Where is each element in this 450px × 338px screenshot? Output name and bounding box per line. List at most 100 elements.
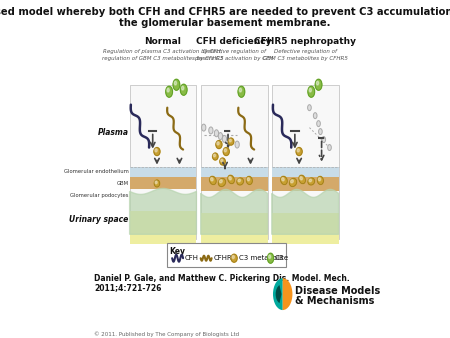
Circle shape [319,129,322,135]
Circle shape [317,121,320,127]
Circle shape [167,88,169,92]
Circle shape [269,255,271,259]
Ellipse shape [217,142,219,145]
Bar [201,213,267,244]
Ellipse shape [220,159,223,162]
Circle shape [309,88,311,92]
Ellipse shape [296,148,302,155]
Text: CFH: CFH [185,255,199,261]
Text: Defective regulation of: Defective regulation of [202,49,266,54]
Bar [272,213,338,244]
Ellipse shape [309,179,311,182]
Text: Proposed model whereby both CFH and CFHR5 are needed to prevent C3 accumulation : Proposed model whereby both CFH and CFHR… [0,7,450,17]
Circle shape [166,86,172,97]
Ellipse shape [223,148,229,155]
Circle shape [180,84,187,95]
Text: © 2011. Published by The Company of Biologists Ltd: © 2011. Published by The Company of Biol… [94,331,239,337]
Text: Key: Key [170,247,186,256]
Ellipse shape [247,178,250,181]
Ellipse shape [216,141,222,148]
Text: Daniel P. Gale, and Matthew C. Pickering Dis. Model. Mech.: Daniel P. Gale, and Matthew C. Pickering… [94,274,350,283]
Ellipse shape [282,177,284,181]
Text: regulation of GBM C3 metabolites by CFHR5: regulation of GBM C3 metabolites by CFHR… [102,56,224,61]
Ellipse shape [318,178,321,181]
Text: Glomerular endothelium: Glomerular endothelium [63,169,128,174]
Ellipse shape [317,176,324,185]
Ellipse shape [300,176,302,180]
Text: GBM C3 metabolites by CFHR5: GBM C3 metabolites by CFHR5 [263,56,348,61]
Text: & Mechanisms: & Mechanisms [295,296,374,306]
Ellipse shape [289,178,297,187]
Circle shape [322,137,325,143]
Bar [130,85,197,239]
Circle shape [174,81,176,85]
Polygon shape [130,189,197,234]
Text: C3 metabolite: C3 metabolite [239,255,288,261]
Ellipse shape [228,138,234,145]
Circle shape [238,86,245,97]
Circle shape [181,86,184,90]
Bar [272,168,338,177]
Ellipse shape [229,176,231,180]
Text: Normal: Normal [144,37,181,46]
Ellipse shape [213,154,216,157]
Circle shape [313,113,317,119]
Ellipse shape [210,176,216,185]
Text: Plasma: Plasma [97,128,128,137]
Circle shape [222,136,226,142]
Bar [201,177,267,191]
Circle shape [235,141,239,148]
Ellipse shape [299,175,306,184]
Text: Glomerular podocytes: Glomerular podocytes [70,193,128,198]
Ellipse shape [229,139,231,142]
Text: Regulation of plasma C3 activation by CFH;: Regulation of plasma C3 activation by CF… [103,49,223,54]
Ellipse shape [218,178,225,187]
Wedge shape [273,278,283,310]
Circle shape [308,105,311,111]
Text: CFH deficiency: CFH deficiency [196,37,272,46]
Bar [272,85,338,239]
Bar [201,168,267,177]
Ellipse shape [228,175,234,184]
Circle shape [328,145,331,150]
FancyBboxPatch shape [166,243,286,267]
Text: 2011;4:721-726: 2011;4:721-726 [94,283,162,292]
Polygon shape [272,189,338,234]
Ellipse shape [154,180,160,187]
Ellipse shape [308,178,315,185]
Text: Defective regulation of: Defective regulation of [274,49,337,54]
Ellipse shape [237,178,243,185]
Circle shape [228,138,232,145]
Polygon shape [201,189,267,234]
Ellipse shape [281,176,287,185]
Wedge shape [276,285,282,303]
Ellipse shape [231,254,237,262]
Ellipse shape [232,256,234,259]
Ellipse shape [155,149,157,152]
Ellipse shape [211,177,213,181]
Text: Disease Models: Disease Models [295,286,380,296]
Circle shape [315,79,322,90]
Circle shape [209,127,213,134]
Ellipse shape [224,149,226,152]
Wedge shape [283,278,293,310]
Circle shape [239,88,242,92]
Bar [272,177,338,191]
Text: CFHR5: CFHR5 [213,255,237,261]
Circle shape [308,86,315,97]
Circle shape [214,130,219,137]
Text: C3: C3 [275,255,284,261]
Ellipse shape [154,148,160,155]
Circle shape [218,132,223,140]
Bar [130,177,197,189]
Ellipse shape [212,153,218,160]
Text: CFHR5 nephropathy: CFHR5 nephropathy [254,37,356,46]
Ellipse shape [291,179,293,183]
Text: Urinary space: Urinary space [69,215,128,224]
Bar [130,168,197,177]
Ellipse shape [155,181,157,184]
Circle shape [316,81,319,85]
Ellipse shape [220,158,225,165]
Ellipse shape [297,149,299,152]
Text: the glomerular basement membrane.: the glomerular basement membrane. [119,18,331,28]
